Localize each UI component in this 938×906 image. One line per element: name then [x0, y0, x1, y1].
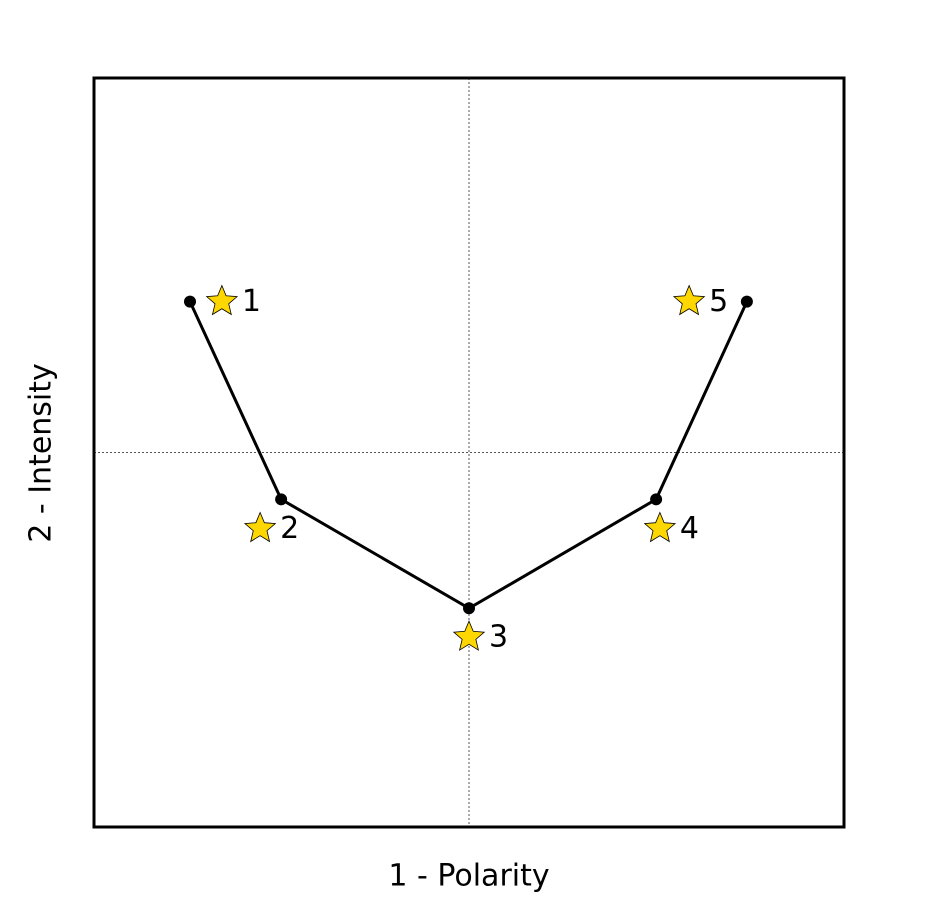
star-marker	[452, 620, 486, 651]
x-axis-label: 1 - Polarity	[388, 859, 549, 894]
point-label: 5	[709, 284, 728, 319]
point-label: 4	[680, 511, 699, 546]
point	[740, 295, 753, 308]
plot-frame	[92, 76, 846, 829]
point-label: 1	[242, 284, 261, 319]
point-label: 3	[489, 620, 508, 655]
point	[650, 493, 663, 506]
star-marker	[672, 284, 706, 316]
point	[463, 602, 475, 615]
star-marker	[243, 511, 277, 543]
point	[275, 493, 288, 506]
point	[184, 295, 196, 308]
point-label: 2	[280, 511, 299, 546]
line	[188, 300, 749, 611]
star-marker	[205, 284, 239, 316]
star-marker	[643, 511, 677, 543]
y-axis-label: 2 - Intensity	[24, 363, 59, 543]
